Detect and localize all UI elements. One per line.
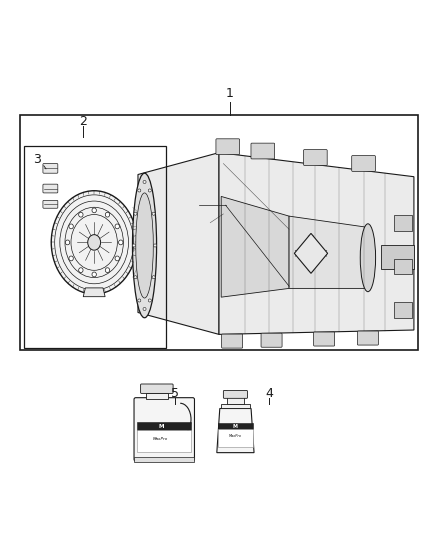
Ellipse shape [119,240,123,245]
Ellipse shape [148,189,152,192]
Ellipse shape [105,212,110,217]
Polygon shape [138,152,219,334]
Ellipse shape [88,235,101,250]
Ellipse shape [115,256,120,261]
FancyBboxPatch shape [223,391,247,398]
Ellipse shape [143,308,146,311]
Bar [137,423,191,430]
Ellipse shape [132,173,157,318]
FancyBboxPatch shape [352,156,375,172]
Ellipse shape [134,212,137,215]
Text: 5: 5 [171,387,179,400]
Bar [24,146,166,348]
FancyBboxPatch shape [251,143,275,159]
Ellipse shape [152,276,155,279]
Bar [218,430,253,447]
Ellipse shape [360,224,375,292]
Polygon shape [83,288,105,297]
Ellipse shape [143,181,146,183]
Polygon shape [221,197,289,297]
Bar [137,430,191,451]
Bar [394,215,412,231]
FancyBboxPatch shape [216,139,240,155]
FancyBboxPatch shape [43,200,58,208]
FancyBboxPatch shape [222,334,243,348]
FancyBboxPatch shape [261,333,282,347]
Ellipse shape [138,189,141,192]
Text: 4: 4 [265,387,273,400]
Bar [381,245,414,269]
FancyBboxPatch shape [43,184,58,193]
Ellipse shape [69,256,73,261]
Text: 1: 1 [226,87,234,100]
Ellipse shape [136,193,153,298]
Ellipse shape [79,268,83,272]
Bar [394,259,412,274]
Ellipse shape [51,191,137,294]
Polygon shape [289,216,366,288]
Ellipse shape [154,244,157,247]
Text: MaxPro: MaxPro [229,434,242,438]
Ellipse shape [69,224,73,229]
Ellipse shape [148,299,152,302]
FancyBboxPatch shape [314,332,335,346]
Polygon shape [294,233,328,273]
Ellipse shape [79,212,83,217]
Ellipse shape [152,212,155,215]
Ellipse shape [134,276,137,279]
Ellipse shape [92,272,96,277]
Text: 3: 3 [33,152,41,166]
Bar [394,302,412,318]
Ellipse shape [92,208,96,213]
Ellipse shape [105,268,110,272]
Bar [221,403,250,408]
Ellipse shape [115,224,120,229]
FancyBboxPatch shape [304,150,327,165]
Text: MaxPro: MaxPro [153,437,169,440]
Ellipse shape [132,244,135,247]
FancyBboxPatch shape [134,398,194,461]
FancyBboxPatch shape [43,164,58,173]
Text: M: M [158,424,163,429]
Text: M: M [233,424,238,429]
Polygon shape [217,408,254,453]
Polygon shape [219,152,414,334]
FancyBboxPatch shape [141,384,173,393]
Ellipse shape [138,299,141,302]
FancyBboxPatch shape [357,331,378,345]
Ellipse shape [65,240,70,245]
Bar [134,457,194,462]
Bar [146,392,168,399]
Bar [20,115,418,350]
Bar [218,423,253,430]
Text: 2: 2 [79,116,87,128]
Bar [227,398,244,403]
